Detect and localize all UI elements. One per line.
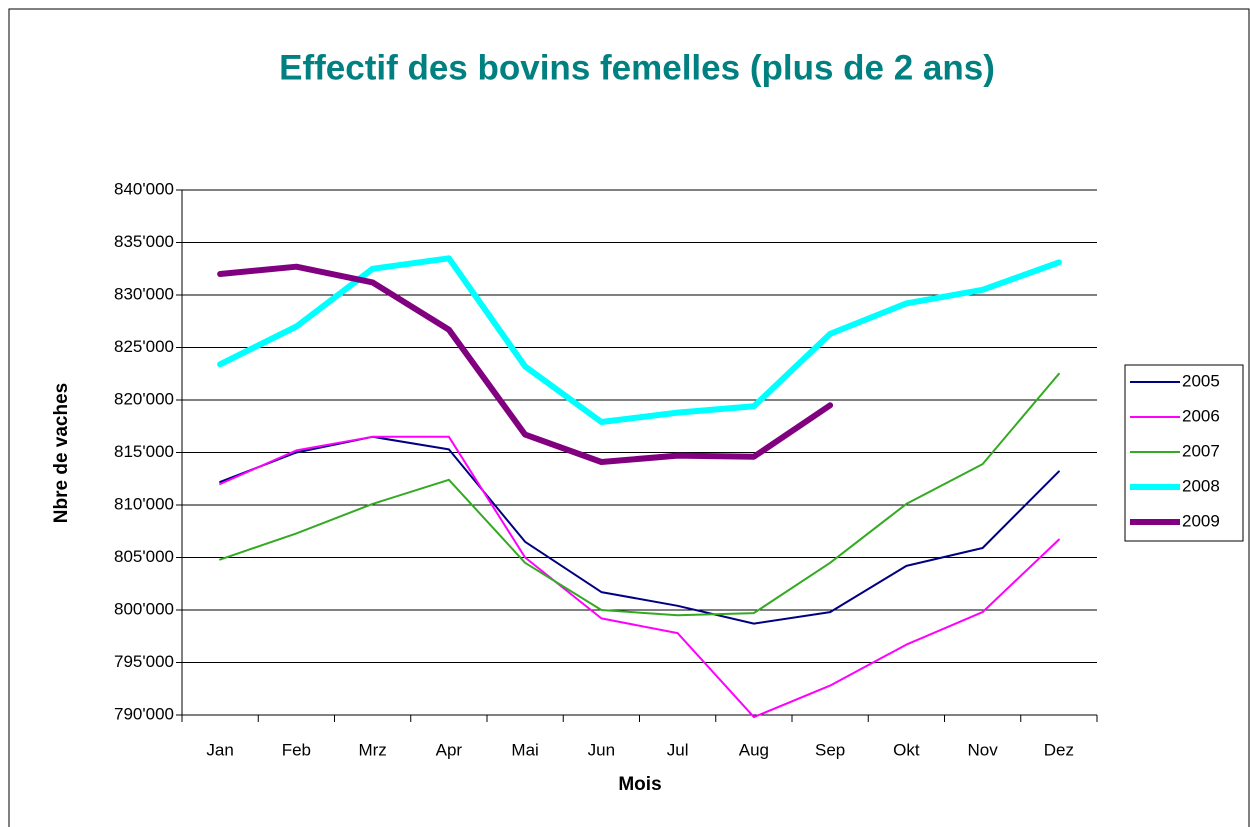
chart-title: Effectif des bovins femelles (plus de 2 … xyxy=(279,48,995,87)
x-tick-label: Jan xyxy=(206,740,233,759)
x-tick-label: Nov xyxy=(968,740,999,759)
x-tick-label: Apr xyxy=(436,740,463,759)
x-tick-label: Jul xyxy=(667,740,689,759)
series-line xyxy=(217,263,834,465)
x-tick-label: Aug xyxy=(739,740,769,759)
x-axis-label: Mois xyxy=(618,774,661,795)
legend-label: 2009 xyxy=(1182,511,1220,530)
x-tick-label: Mrz xyxy=(358,740,386,759)
y-tick-label: 810'000 xyxy=(114,494,174,513)
x-tick-label: Okt xyxy=(893,740,920,759)
series-line xyxy=(219,435,1060,719)
x-tick-label: Mai xyxy=(511,740,538,759)
y-tick-label: 800'000 xyxy=(114,599,174,618)
legend-label: 2008 xyxy=(1182,476,1220,495)
y-tick-label: 805'000 xyxy=(114,547,174,566)
y-tick-label: 815'000 xyxy=(114,442,174,461)
x-tick-label: Jun xyxy=(588,740,615,759)
legend-label: 2006 xyxy=(1182,406,1220,425)
series-line xyxy=(219,372,1060,617)
y-tick-label: 825'000 xyxy=(114,337,174,356)
y-tick-label: 820'000 xyxy=(114,389,174,408)
y-tick-label: 835'000 xyxy=(114,232,174,251)
legend-label: 2007 xyxy=(1182,441,1220,460)
x-tick-label: Dez xyxy=(1044,740,1074,759)
y-tick-label: 830'000 xyxy=(114,284,174,303)
y-tick-label: 795'000 xyxy=(114,652,174,671)
x-tick-label: Sep xyxy=(815,740,845,759)
y-axis-label: Nbre de vaches xyxy=(51,383,72,523)
x-tick-label: Feb xyxy=(282,740,311,759)
legend-label: 2005 xyxy=(1182,371,1220,390)
y-tick-label: 840'000 xyxy=(114,179,174,198)
y-tick-label: 790'000 xyxy=(114,704,174,723)
